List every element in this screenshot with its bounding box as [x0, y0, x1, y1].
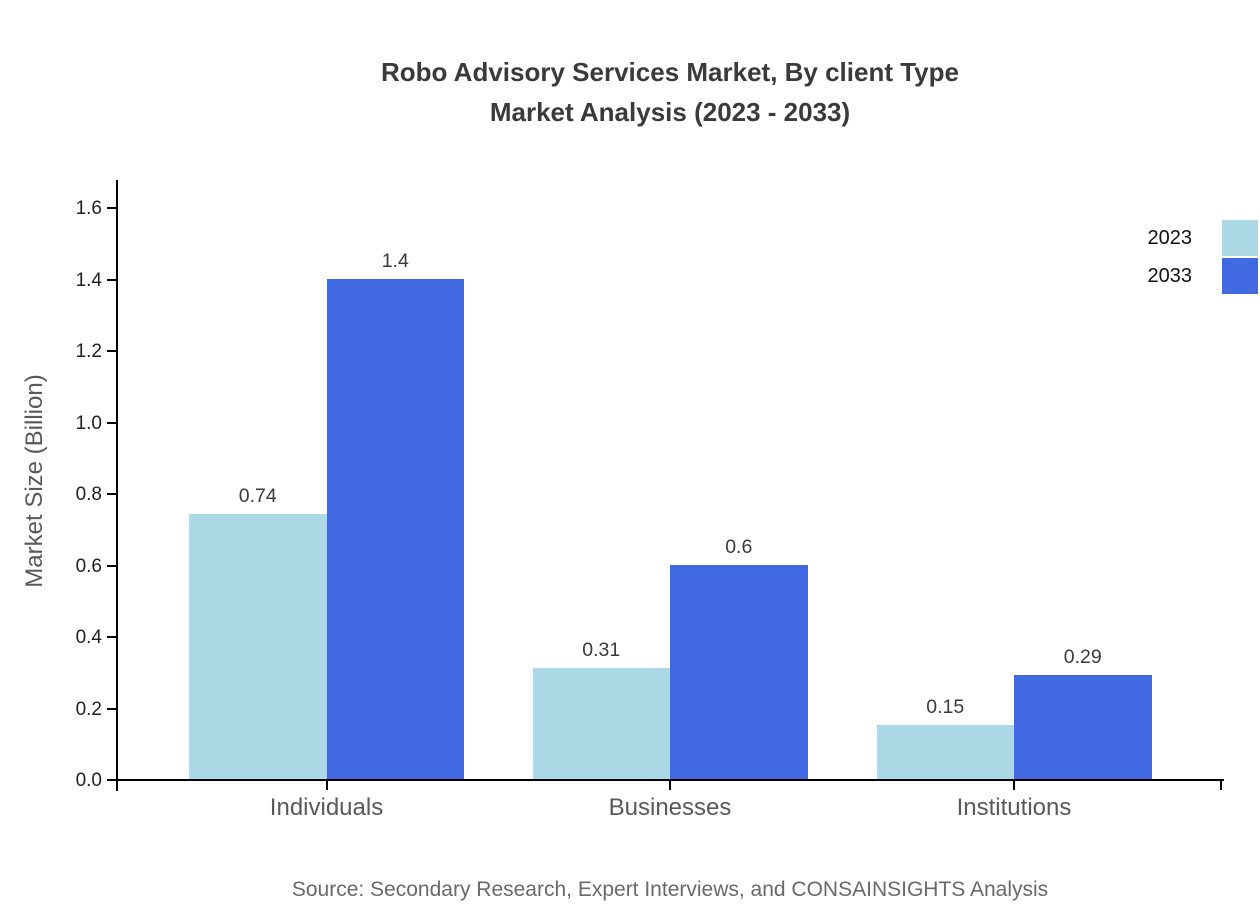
y-tick-label: 0.4 — [75, 627, 102, 648]
y-tick — [107, 564, 116, 567]
x-category-label-businesses: Businesses — [608, 794, 732, 821]
y-tick-label: 1.4 — [75, 269, 102, 291]
y-tick — [107, 278, 116, 281]
legend: 2023 2033 — [1147, 220, 1258, 296]
legend-swatch-2023 — [1222, 220, 1258, 256]
bar-2033-individuals — [326, 278, 464, 779]
x-tick — [669, 781, 671, 790]
plot-area: 0.74 0.31 0.15 1.4 0.6 0.29 0.0 0.2 0.4 0.6 0.8 1.0… — [76, 180, 1224, 791]
bar-value-label: 0.15 — [926, 696, 965, 719]
bar-value-label: 0.31 — [582, 639, 621, 662]
y-tick — [107, 350, 116, 352]
bar-2023-individuals — [189, 514, 327, 779]
chart-title-line2: Market Analysis (2023 - 2033) — [489, 97, 851, 127]
y-tick-label: 1.6 — [75, 198, 102, 219]
y-tick-label: 0.0 — [75, 770, 102, 791]
y-tick — [107, 636, 116, 638]
y-tick — [107, 421, 116, 424]
bar-2023-businesses — [532, 668, 670, 779]
chart-title-line1: Robo Advisory Services Market, By client… — [381, 57, 959, 87]
y-tick-label: 0.8 — [75, 484, 102, 505]
y-tick-label: 0.2 — [75, 698, 102, 720]
bar-value-label: 0.74 — [238, 485, 277, 508]
legend-item-2023: 2023 — [1147, 220, 1258, 256]
x-tick — [1013, 781, 1015, 790]
legend-item-2033: 2033 — [1147, 258, 1258, 294]
legend-label-2033: 2033 — [1147, 264, 1193, 287]
bar-2033-institutions — [1014, 675, 1152, 779]
bar-2033-businesses — [670, 564, 808, 779]
x-axis-line — [116, 779, 1224, 781]
bar-value-label: 0.29 — [1063, 646, 1102, 669]
bar-2023-institutions — [876, 725, 1014, 779]
x-category-label-institutions: Institutions — [956, 794, 1072, 821]
y-tick-label: 1.2 — [75, 341, 102, 362]
legend-swatch-2033 — [1222, 258, 1258, 294]
x-tick — [1220, 781, 1222, 790]
bar-value-label: 0.6 — [725, 535, 753, 558]
y-tick — [107, 207, 116, 209]
y-tick-label: 1.0 — [75, 412, 102, 434]
y-tick — [107, 707, 116, 710]
bar-value-label: 1.4 — [381, 249, 409, 272]
x-category-label-individuals: Individuals — [269, 794, 384, 821]
x-tick — [325, 781, 328, 790]
source-text: Source: Secondary Research, Expert Inter… — [291, 878, 1049, 901]
y-tick — [107, 779, 116, 781]
y-tick — [107, 493, 116, 495]
legend-label-2023: 2023 — [1147, 226, 1193, 249]
y-axis-line — [116, 180, 118, 791]
chart-title: Robo Advisory Services Market, By client… — [118, 52, 1222, 132]
y-tick-label: 0.6 — [75, 555, 102, 577]
